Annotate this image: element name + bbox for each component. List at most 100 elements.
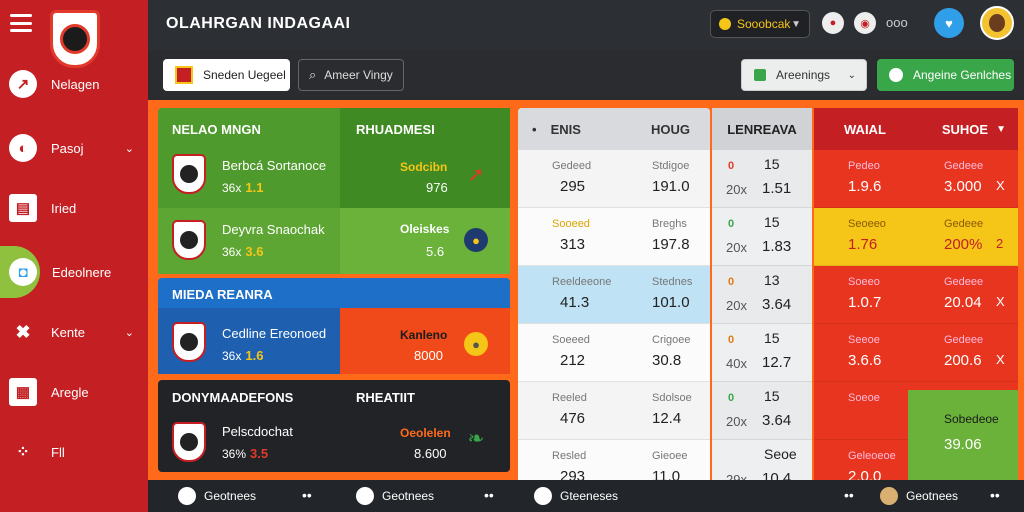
cell-value: 200% xyxy=(944,236,983,253)
more-icon[interactable]: ooo xyxy=(886,15,908,30)
more-icon[interactable]: •• xyxy=(302,487,312,503)
sidebar-item-pasoj[interactable]: ◐ Pasoj ⌄ xyxy=(0,122,148,174)
table-column-3: WAIAL SUHOE ▼ Pedeo 1.9.6 Gedeee 3.000 X… xyxy=(814,108,1018,498)
cell-label: 20x xyxy=(726,182,747,197)
chat-icon[interactable]: ♥ xyxy=(934,8,964,38)
ball-icon: ◐ xyxy=(9,134,37,162)
toolbar: Sneden Uegeel ⌕ Ameer Vingy Areenings ⌄ … xyxy=(148,50,1024,100)
cell-label: Reeldeeone xyxy=(552,276,612,288)
bullet-icon: • xyxy=(532,121,537,137)
cell-value: 1.9.6 xyxy=(848,178,882,195)
team-stat: 36x 1.1 xyxy=(222,180,264,195)
cell-label: Gedeee xyxy=(944,334,984,346)
cell-mark: 0 xyxy=(728,276,735,288)
bottom-tab-2[interactable]: Geotnees xyxy=(356,487,434,505)
cell-mark: 0 xyxy=(728,160,735,172)
action-button[interactable]: Angeine Genlches xyxy=(877,59,1014,91)
bottom-tab-3[interactable]: Gteeneses xyxy=(534,487,618,505)
more-icon[interactable]: •• xyxy=(990,487,1000,503)
panel-status-header: RHUADMESI xyxy=(356,122,435,137)
bottom-tab-1[interactable]: Geotnees xyxy=(178,487,256,505)
match-panel-3: DONYMAADEFONS RHEATIIT Pelscdochat 36% 3.… xyxy=(158,380,510,472)
team-name[interactable]: Berbcá Sortanoce xyxy=(222,158,327,173)
bottom-tab-label: Geotnees xyxy=(204,489,257,503)
hamburger-menu-icon[interactable] xyxy=(10,14,32,32)
chevron-down-icon[interactable]: ▼ xyxy=(996,123,1006,135)
column-header: SUHOE xyxy=(941,121,989,137)
team-icon xyxy=(534,487,552,505)
sidebar-item-label: Fll xyxy=(51,444,65,460)
club-logo[interactable] xyxy=(50,10,100,68)
cell-label: Seeoe xyxy=(848,334,880,346)
cell-value: 15 xyxy=(764,214,780,230)
team-name[interactable]: Cedline Ereonoed xyxy=(222,326,327,341)
ball-icon: ● xyxy=(464,332,488,356)
table-row[interactable]: 0 15 20x 1.83 xyxy=(712,208,812,266)
sidebar-item-label: Edeolnere xyxy=(52,264,112,280)
cell-label: 20x xyxy=(726,240,747,255)
cell-label: Resled xyxy=(552,450,587,462)
sidebar-item-nelagen[interactable]: ↗ Nelagen xyxy=(0,58,148,110)
team-icon xyxy=(880,487,898,505)
cell-value: 15 xyxy=(764,388,780,404)
status-label: Oeolelen xyxy=(400,426,451,440)
cell-value: 15 xyxy=(764,330,780,346)
cell-label: 40x xyxy=(726,356,747,371)
table-row[interactable]: Reeldeeone 41.3 Stednes 101.0 xyxy=(518,266,710,324)
cell-label: Sobedeoe xyxy=(944,412,999,426)
league-select[interactable]: Sooobcak ▼ xyxy=(710,10,810,38)
row-mark: X xyxy=(996,178,1005,193)
more-icon[interactable]: •• xyxy=(844,487,854,503)
sidebar-item-aregle[interactable]: ▦ Aregle xyxy=(0,366,148,418)
rocket-icon: ↗ xyxy=(9,70,37,98)
table-row[interactable]: 0 15 40x 12.7 xyxy=(712,324,812,382)
more-icon[interactable]: •• xyxy=(484,487,494,503)
team-name[interactable]: Deyvra Snaochak xyxy=(222,222,325,237)
cell-label: Soeoe xyxy=(848,392,880,404)
table-row[interactable]: 0 15 20x 3.64 xyxy=(712,382,812,440)
soccer-ball-icon[interactable]: ◉ xyxy=(854,12,876,34)
shield-icon: ◘ xyxy=(9,258,37,286)
table-row[interactable]: 0 13 20x 3.64 xyxy=(712,266,812,324)
table-row[interactable]: Pedeo 1.9.6 Gedeee 3.000 X xyxy=(814,150,1018,208)
notification-icon[interactable]: ● xyxy=(822,12,844,34)
team-crest xyxy=(172,220,206,260)
cell-label: 20x xyxy=(726,298,747,313)
cell-mark: 0 xyxy=(728,334,735,346)
cell-value: 1.0.7 xyxy=(848,294,882,311)
leaf-icon: ❧ xyxy=(467,427,485,450)
sidebar-item-label: Kente xyxy=(51,324,85,340)
action-button-label: Angeine Genlches xyxy=(913,68,1012,82)
row-mark: 2 xyxy=(996,236,1004,251)
cell-value: 191.0 xyxy=(652,178,690,195)
team-icon xyxy=(178,487,196,505)
filter-select[interactable]: Areenings ⌄ xyxy=(741,59,867,91)
cell-value: 3.64 xyxy=(762,296,792,313)
sidebar-item-label: Nelagen xyxy=(51,76,100,92)
cell-label: Soeeo xyxy=(848,276,880,288)
panel-header: DONYMAADEFONS xyxy=(172,390,294,405)
sidebar-item-iried[interactable]: ▤ Iried xyxy=(0,182,148,234)
table-row[interactable]: Reeled 476 Sdolsoe 12.4 xyxy=(518,382,710,440)
table-row[interactable]: Sooeed 313 Breghs 197.8 xyxy=(518,208,710,266)
team-button[interactable]: Sneden Uegeel xyxy=(163,59,290,91)
team-name[interactable]: Pelscdochat xyxy=(222,424,293,439)
cell-value: 12.7 xyxy=(762,354,792,371)
status-value: 8.600 xyxy=(414,446,447,461)
avatar[interactable] xyxy=(980,6,1014,40)
bottom-tab-label: Gteeneses xyxy=(560,489,619,503)
table-row[interactable]: Seeoe 3.6.6 Gedeee 200.6 X xyxy=(814,324,1018,382)
cell-label: Gedeed xyxy=(552,160,592,172)
cell-value: 476 xyxy=(560,410,586,427)
bottom-tab-4[interactable]: Geotnees xyxy=(880,487,958,505)
table-row[interactable]: Soeeed 212 Crigoee 30.8 xyxy=(518,324,710,382)
table-row[interactable]: Soeeo 1.0.7 Gedeee 20.04 X xyxy=(814,266,1018,324)
table-row[interactable]: Gedeed 295 Stdigoe 191.0 xyxy=(518,150,710,208)
sidebar-item-fll[interactable]: ⁘ Fll xyxy=(0,426,148,478)
search-input[interactable]: ⌕ Ameer Vingy xyxy=(298,59,404,91)
table-row[interactable]: Seoeeo 1.76 Gedeee 200% 2 xyxy=(814,208,1018,266)
table-row[interactable]: 0 15 20x 1.51 xyxy=(712,150,812,208)
cell-value: 3.6.6 xyxy=(848,352,882,369)
sidebar-item-edeolnere[interactable]: ◘ Edeolnere xyxy=(0,246,111,298)
sidebar-item-kente[interactable]: ✖ Kente ⌄ xyxy=(0,306,148,358)
